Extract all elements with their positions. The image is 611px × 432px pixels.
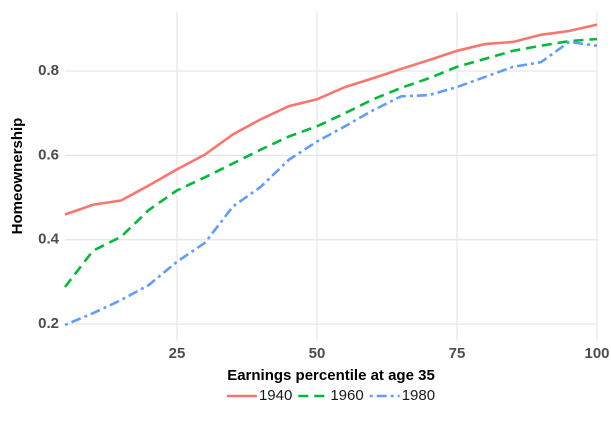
data-line — [64, 23, 598, 216]
x-tick-label: 50 — [309, 345, 326, 362]
data-line — [63, 37, 598, 288]
y-tick-label: 0.8 — [38, 62, 59, 79]
y-tick-label: 0.4 — [38, 231, 60, 248]
y-tick-label: 0.2 — [38, 315, 59, 332]
x-tick-label: 100 — [584, 345, 609, 362]
x-tick-label: 75 — [449, 345, 466, 362]
legend-label: 1980 — [402, 387, 435, 404]
legend-label: 1940 — [259, 387, 292, 404]
y-axis-title: Homeownership — [9, 118, 26, 235]
legend-label: 1960 — [330, 387, 363, 404]
x-axis-title: Earnings percentile at age 35 — [227, 367, 435, 384]
x-tick-label: 25 — [169, 345, 186, 362]
data-line — [64, 40, 598, 327]
y-tick-label: 0.6 — [38, 146, 59, 163]
